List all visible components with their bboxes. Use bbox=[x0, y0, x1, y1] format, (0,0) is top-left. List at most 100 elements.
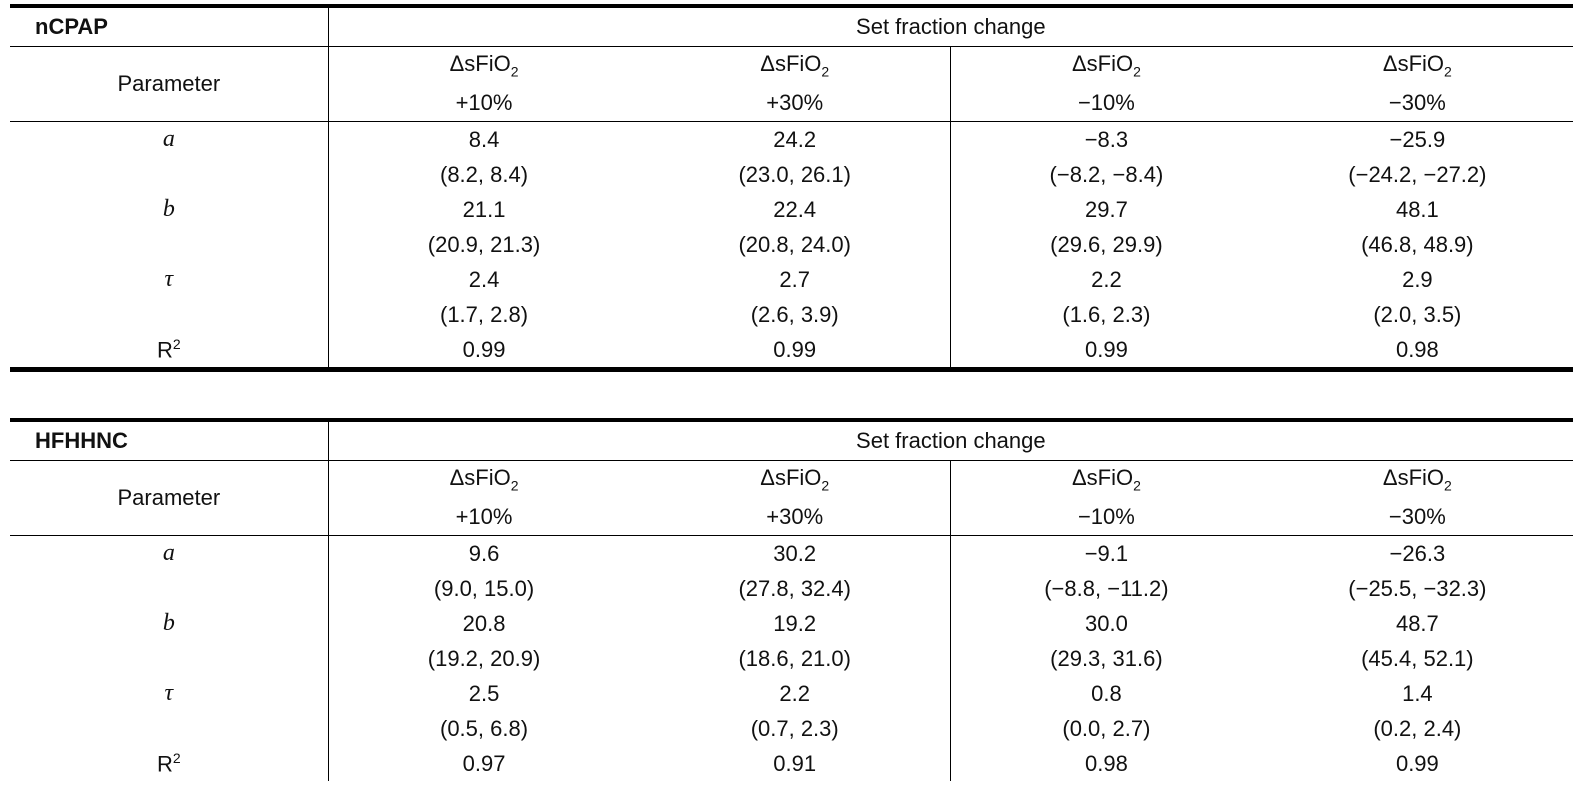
column-change-value: −30% bbox=[1261, 498, 1573, 536]
column-label-subscript: 2 bbox=[1133, 477, 1141, 494]
column-label-subscript: 2 bbox=[1133, 63, 1141, 80]
column-label-text: ΔsFiO bbox=[449, 465, 511, 491]
confidence-interval-cell: (1.6, 2.3) bbox=[1062, 301, 1151, 327]
parameter-cell-empty bbox=[10, 227, 329, 262]
value-cell: 0.91 bbox=[639, 746, 952, 781]
confidence-interval-cell: (0.5, 6.8) bbox=[440, 715, 529, 741]
parameter-name: R bbox=[157, 337, 173, 363]
parameter-cell: R2 bbox=[10, 332, 329, 367]
confidence-interval-cell: (−8.2, −8.4) bbox=[1049, 161, 1164, 187]
parameter-table: HFHHNC Set fraction change Parameter ΔsFiO2… bbox=[10, 418, 1573, 781]
confidence-interval-cell: (29.6, 29.9) bbox=[1050, 231, 1163, 257]
table-row: b 20.8 19.2 30.0 48.7 bbox=[10, 606, 1573, 641]
parameter-name: τ bbox=[164, 680, 174, 706]
value-cell: 21.1 bbox=[462, 196, 506, 222]
parameter-cell-empty bbox=[10, 641, 329, 676]
confidence-interval-cell: (45.4, 52.1) bbox=[1361, 645, 1474, 671]
confidence-interval-cell: (29.3, 31.6) bbox=[1050, 645, 1163, 671]
table-row: τ 2.5 2.2 0.8 1.4 bbox=[10, 676, 1573, 711]
parameter-cell: b bbox=[10, 192, 329, 227]
parameter-column-header: Parameter bbox=[10, 460, 329, 536]
value-cell: −8.3 bbox=[1084, 126, 1129, 152]
value-cell: 20.8 bbox=[462, 610, 506, 636]
parameter-cell: a bbox=[10, 121, 329, 157]
column-change-row: +10% +30% −10% −30% bbox=[10, 498, 1573, 536]
column-header-label: ΔsFiO2 bbox=[1262, 47, 1573, 85]
table-row-ci: (1.7, 2.8) (2.6, 3.9) (1.6, 2.3) (2.0, 3.5) bbox=[10, 297, 1573, 332]
value-cell: 9.6 bbox=[468, 540, 500, 566]
value-cell: 0.99 bbox=[639, 332, 952, 367]
hfhhnc-table-block: HFHHNC Set fraction change Parameter ΔsFiO2… bbox=[10, 418, 1573, 781]
table-row: a 8.4 24.2 −8.3 −25.9 bbox=[10, 121, 1573, 157]
value-cell: 0.98 bbox=[1395, 336, 1439, 362]
ncpap-table-block: nCPAP Set fraction change Parameter ΔsFiO2 Δ… bbox=[10, 4, 1573, 372]
parameter-column-header: Parameter bbox=[10, 46, 329, 122]
confidence-interval-cell: (9.0, 15.0) bbox=[433, 575, 535, 601]
parameter-cell-empty bbox=[10, 297, 329, 332]
confidence-interval-cell: (−25.5, −32.3) bbox=[1348, 575, 1487, 601]
value-cell: 2.7 bbox=[639, 262, 952, 297]
confidence-interval-cell: (0.7, 2.3) bbox=[639, 711, 952, 746]
parameter-name: a bbox=[162, 126, 175, 152]
column-label-text: ΔsFiO bbox=[760, 465, 822, 491]
parameter-name: τ bbox=[164, 266, 174, 292]
parameter-superscript: 2 bbox=[172, 335, 181, 352]
column-label-subscript: 2 bbox=[510, 63, 519, 80]
column-header-label: ΔsFiO2 bbox=[328, 47, 639, 85]
confidence-interval-cell: (1.7, 2.8) bbox=[440, 301, 529, 327]
value-cell: 0.99 bbox=[1084, 336, 1128, 362]
table-row-ci: (19.2, 20.9) (18.6, 21.0) (29.3, 31.6) (45.… bbox=[10, 641, 1573, 676]
table-bottom-rule bbox=[10, 367, 1573, 372]
value-cell: 29.7 bbox=[1084, 196, 1128, 222]
parameter-name: R bbox=[157, 751, 173, 777]
confidence-interval-cell: (19.2, 20.9) bbox=[427, 645, 541, 671]
value-cell: 1.4 bbox=[1402, 680, 1433, 706]
parameter-cell: τ bbox=[10, 676, 329, 711]
column-label-subscript: 2 bbox=[821, 63, 830, 80]
column-label-text: ΔsFiO bbox=[1382, 51, 1445, 77]
parameter-cell-empty bbox=[10, 711, 329, 746]
column-header-label: ΔsFiO2 bbox=[328, 461, 639, 499]
parameter-superscript: 2 bbox=[172, 749, 181, 766]
column-change-value: −30% bbox=[1261, 84, 1573, 122]
parameter-name: b bbox=[162, 196, 175, 222]
value-cell: 0.8 bbox=[1091, 680, 1122, 706]
confidence-interval-cell: (2.6, 3.9) bbox=[639, 297, 952, 332]
confidence-interval-cell: (−8.8, −11.2) bbox=[1044, 575, 1169, 601]
column-change-value: +30% bbox=[639, 498, 952, 536]
value-cell: 22.4 bbox=[639, 192, 952, 227]
parameter-cell: b bbox=[10, 606, 329, 641]
table-row: a 9.6 30.2 −9.1 −26.3 bbox=[10, 535, 1573, 571]
column-header-label: ΔsFiO2 bbox=[1262, 461, 1573, 499]
value-cell: −26.3 bbox=[1389, 540, 1446, 566]
table-name: HFHHNC bbox=[10, 418, 329, 461]
confidence-interval-cell: (−24.2, −27.2) bbox=[1348, 161, 1487, 187]
parameter-table: nCPAP Set fraction change Parameter ΔsFiO2 Δ… bbox=[10, 4, 1573, 367]
column-label-subscript: 2 bbox=[510, 477, 519, 494]
column-label-subscript: 2 bbox=[1444, 63, 1452, 80]
column-header-label: ΔsFiO2 bbox=[951, 47, 1262, 85]
value-cell: 24.2 bbox=[639, 121, 952, 157]
value-cell: 30.2 bbox=[639, 535, 952, 571]
table-row-ci: (0.5, 6.8) (0.7, 2.3) (0.0, 2.7) (0.2, 2.4) bbox=[10, 711, 1573, 746]
value-cell: −9.1 bbox=[1084, 540, 1129, 566]
table-row-ci: (20.9, 21.3) (20.8, 24.0) (29.6, 29.9) (46.… bbox=[10, 227, 1573, 262]
column-header-label: ΔsFiO2 bbox=[639, 460, 952, 498]
column-label-text: ΔsFiO bbox=[449, 51, 511, 77]
confidence-interval-cell: (27.8, 32.4) bbox=[639, 571, 952, 606]
value-cell: −25.9 bbox=[1389, 126, 1446, 152]
value-cell: 0.98 bbox=[1084, 750, 1128, 776]
confidence-interval-cell: (23.0, 26.1) bbox=[639, 157, 952, 192]
table-row: τ 2.4 2.7 2.2 2.9 bbox=[10, 262, 1573, 297]
column-change-value: −10% bbox=[950, 498, 1262, 536]
value-cell: 2.5 bbox=[468, 680, 500, 706]
value-cell: 2.9 bbox=[1402, 266, 1433, 292]
confidence-interval-cell: (20.8, 24.0) bbox=[639, 227, 952, 262]
value-cell: 2.4 bbox=[468, 266, 500, 292]
parameter-cell: R2 bbox=[10, 746, 329, 781]
table-title-row: HFHHNC Set fraction change bbox=[10, 418, 1573, 461]
confidence-interval-cell: (2.0, 3.5) bbox=[1373, 301, 1462, 327]
parameter-cell-empty bbox=[10, 571, 329, 606]
confidence-interval-cell: (18.6, 21.0) bbox=[639, 641, 952, 676]
column-change-value: +30% bbox=[639, 84, 952, 122]
